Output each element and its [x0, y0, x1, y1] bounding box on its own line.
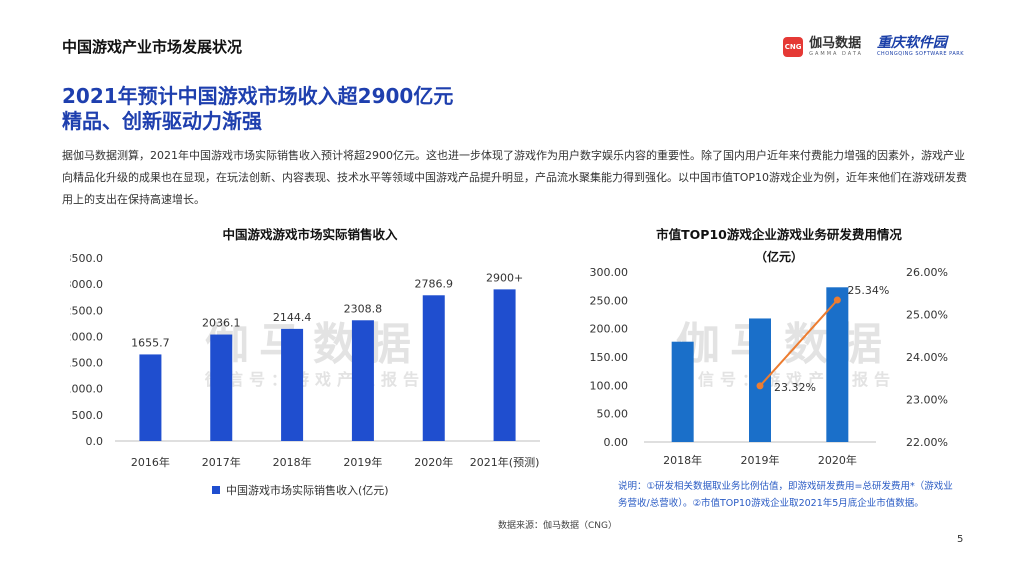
chart2-svg: 0.00 50.00 100.00 150.00 200.00 250.00 300.00 2… — [590, 266, 948, 467]
chart1-ytick-label: 2000.0 — [70, 330, 103, 343]
cng-logo-icon: CNG — [783, 36, 804, 57]
chart1-xtick-label: 2020年 — [414, 455, 453, 469]
chart2-ytick-right-label: 22.00% — [906, 436, 948, 449]
chart2-ytick-right-label: 26.00% — [906, 266, 948, 279]
chart1-ytick-label: 1000.0 — [70, 383, 103, 396]
chart1-ytick-label: 3500.0 — [70, 252, 103, 265]
chart2-line-label: 23.32% — [774, 381, 816, 394]
chart2-ytick-left-label: 100.00 — [590, 379, 629, 392]
chart1-xtick-label: 2019年 — [343, 455, 382, 469]
chart2-note: 说明：①研发相关数据取业务比例估值，即游戏研发费用=总研发费用*（游戏业务营收/… — [618, 481, 953, 509]
chart2-ytick-left-label: 300.00 — [590, 266, 629, 279]
gamma-data-logo-cn: 伽马数据 — [809, 35, 862, 51]
chart2-subtitle: （亿元） — [754, 250, 803, 264]
chart2-xtick-label: 2020年 — [818, 453, 857, 467]
chart2-line-point — [833, 296, 841, 304]
chart2-ytick-left-label: 250.00 — [590, 294, 629, 307]
chart1-ytick-label: 500.0 — [72, 409, 104, 422]
chart2-xtick-label: 2019年 — [741, 453, 780, 467]
chart1-ytick-label: 1500.0 — [70, 357, 103, 370]
chart1-data-label: 2036.1 — [202, 317, 241, 330]
header-logos: CNG 伽马数据 GAMMA DATA 重庆软件园 CHONGQING SOFT… — [783, 36, 964, 57]
chart2-line — [759, 299, 839, 387]
chart2-ytick-left-label: 200.00 — [590, 323, 629, 336]
chart1-xtick-label: 2016年 — [131, 455, 170, 469]
chart2-ytick-left-label: 150.00 — [590, 351, 629, 364]
chart1-data-label: 2308.8 — [344, 302, 383, 315]
cq-logo-cn: 重庆软件园 — [876, 35, 947, 51]
gamma-data-logo: CNG 伽马数据 GAMMA DATA — [783, 35, 863, 57]
chart2-title: 市值TOP10游戏企业游戏业务研发费用情况 — [656, 227, 902, 242]
chart1-legend-label: 中国游戏市场实际销售收入(亿元) — [226, 484, 389, 497]
chart2-bar — [671, 341, 694, 442]
section-title: 中国游戏产业市场发展状况 — [62, 38, 243, 56]
chart1-data-label: 2900+ — [486, 271, 523, 284]
chart2-line-label: 25.34% — [847, 284, 889, 297]
chart2-ytick-right-label: 25.00% — [906, 309, 948, 322]
chart1-bar — [493, 289, 516, 441]
chart1-bar — [139, 354, 162, 441]
chart2-xtick-label: 2018年 — [663, 453, 702, 467]
headline: 2021年预计中国游戏市场收入超2900亿元 精品、创新驱动力渐强 — [62, 84, 453, 134]
chart1-ytick-label: 3000.0 — [70, 278, 103, 291]
chart1-xtick-label: 2021年(预测) — [470, 455, 540, 469]
chart2-ytick-right-label: 24.00% — [906, 351, 948, 364]
chart1-bar — [422, 295, 445, 441]
chart1-bar — [281, 328, 304, 441]
chart1-ytick-label: 0.0 — [86, 435, 104, 448]
chart1-xtick-label: 2017年 — [202, 455, 241, 469]
chart1-ytick-label: 2500.0 — [70, 304, 103, 317]
chart1-xtick-label: 2018年 — [273, 455, 312, 469]
chart1-bar — [210, 334, 233, 441]
chart2-ytick-right-label: 23.00% — [906, 394, 948, 407]
chart2-ytick-left-label: 50.00 — [597, 408, 629, 421]
chart1-data-label: 1655.7 — [131, 336, 170, 349]
chart1-data-label: 2786.9 — [415, 277, 454, 290]
page-number: 5 — [957, 534, 964, 545]
gamma-data-logo-en: GAMMA DATA — [809, 50, 863, 57]
chongqing-software-park-logo: 重庆软件园 CHONGQING SOFTWARE PARK — [877, 36, 964, 57]
data-source: 数据来源：伽马数据（CNG） — [498, 521, 617, 531]
chart1-bar — [351, 320, 374, 441]
chart1-legend-swatch — [212, 486, 220, 494]
chart2-bar — [749, 318, 771, 442]
chart1-title: 中国游戏游戏市场实际销售收入 — [222, 227, 398, 242]
description-paragraph: 据伽马数据测算，2021年中国游戏市场实际销售收入预计将超2900亿元。这也进一… — [62, 149, 968, 206]
chart2-ytick-left-label: 0.00 — [604, 436, 629, 449]
chart1-legend: 中国游戏市场实际销售收入(亿元) — [212, 482, 389, 498]
headline-line1: 2021年预计中国游戏市场收入超2900亿元 — [62, 84, 454, 108]
chart1-data-label: 2144.4 — [273, 311, 312, 324]
chart2-line-point — [756, 382, 764, 390]
headline-line2: 精品、创新驱动力渐强 — [62, 109, 262, 133]
chart1-svg: 0.0 500.0 1000.0 1500.0 2000.0 2500.0 3000.0 35… — [70, 252, 540, 469]
chart2-bar — [826, 287, 849, 442]
cq-logo-en: CHONGQING SOFTWARE PARK — [876, 51, 964, 57]
